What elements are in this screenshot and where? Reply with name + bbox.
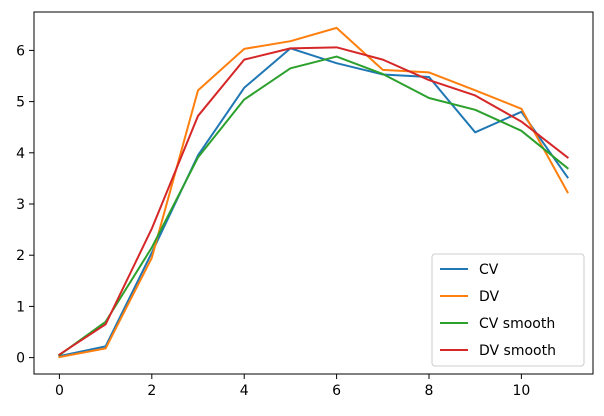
series-line-dv <box>58 26 569 359</box>
y-tick-label: 2 <box>16 248 25 264</box>
series-line-cv <box>58 47 569 358</box>
y-axis: 0 1 2 3 4 5 6 <box>16 43 34 367</box>
series-line-dv-smooth <box>58 46 569 356</box>
series-line-cv-smooth <box>58 55 569 357</box>
legend: CV DV CV smooth DV smooth <box>431 253 585 367</box>
legend-label-dv-smooth: DV smooth <box>479 343 556 359</box>
legend-label-dv: DV <box>479 289 500 305</box>
x-axis: 0 2 4 6 8 10 <box>55 374 530 399</box>
x-tick-label: 6 <box>332 383 341 399</box>
x-tick-label: 4 <box>240 383 249 399</box>
x-tick-label: 10 <box>512 383 530 399</box>
y-tick-label: 6 <box>16 43 25 59</box>
x-tick-label: 2 <box>147 383 156 399</box>
series-layer <box>58 26 569 359</box>
legend-label-cv: CV <box>479 262 499 278</box>
y-tick-label: 4 <box>16 146 25 162</box>
legend-box <box>431 253 585 367</box>
y-tick-label: 1 <box>16 299 25 315</box>
plot-frame <box>33 11 594 375</box>
y-tick-label: 0 <box>16 351 25 367</box>
x-tick-label: 0 <box>55 383 64 399</box>
x-tick-label: 8 <box>425 383 434 399</box>
y-tick-label: 3 <box>16 197 25 213</box>
y-tick-label: 5 <box>16 95 25 111</box>
legend-label-cv-smooth: CV smooth <box>479 316 555 332</box>
